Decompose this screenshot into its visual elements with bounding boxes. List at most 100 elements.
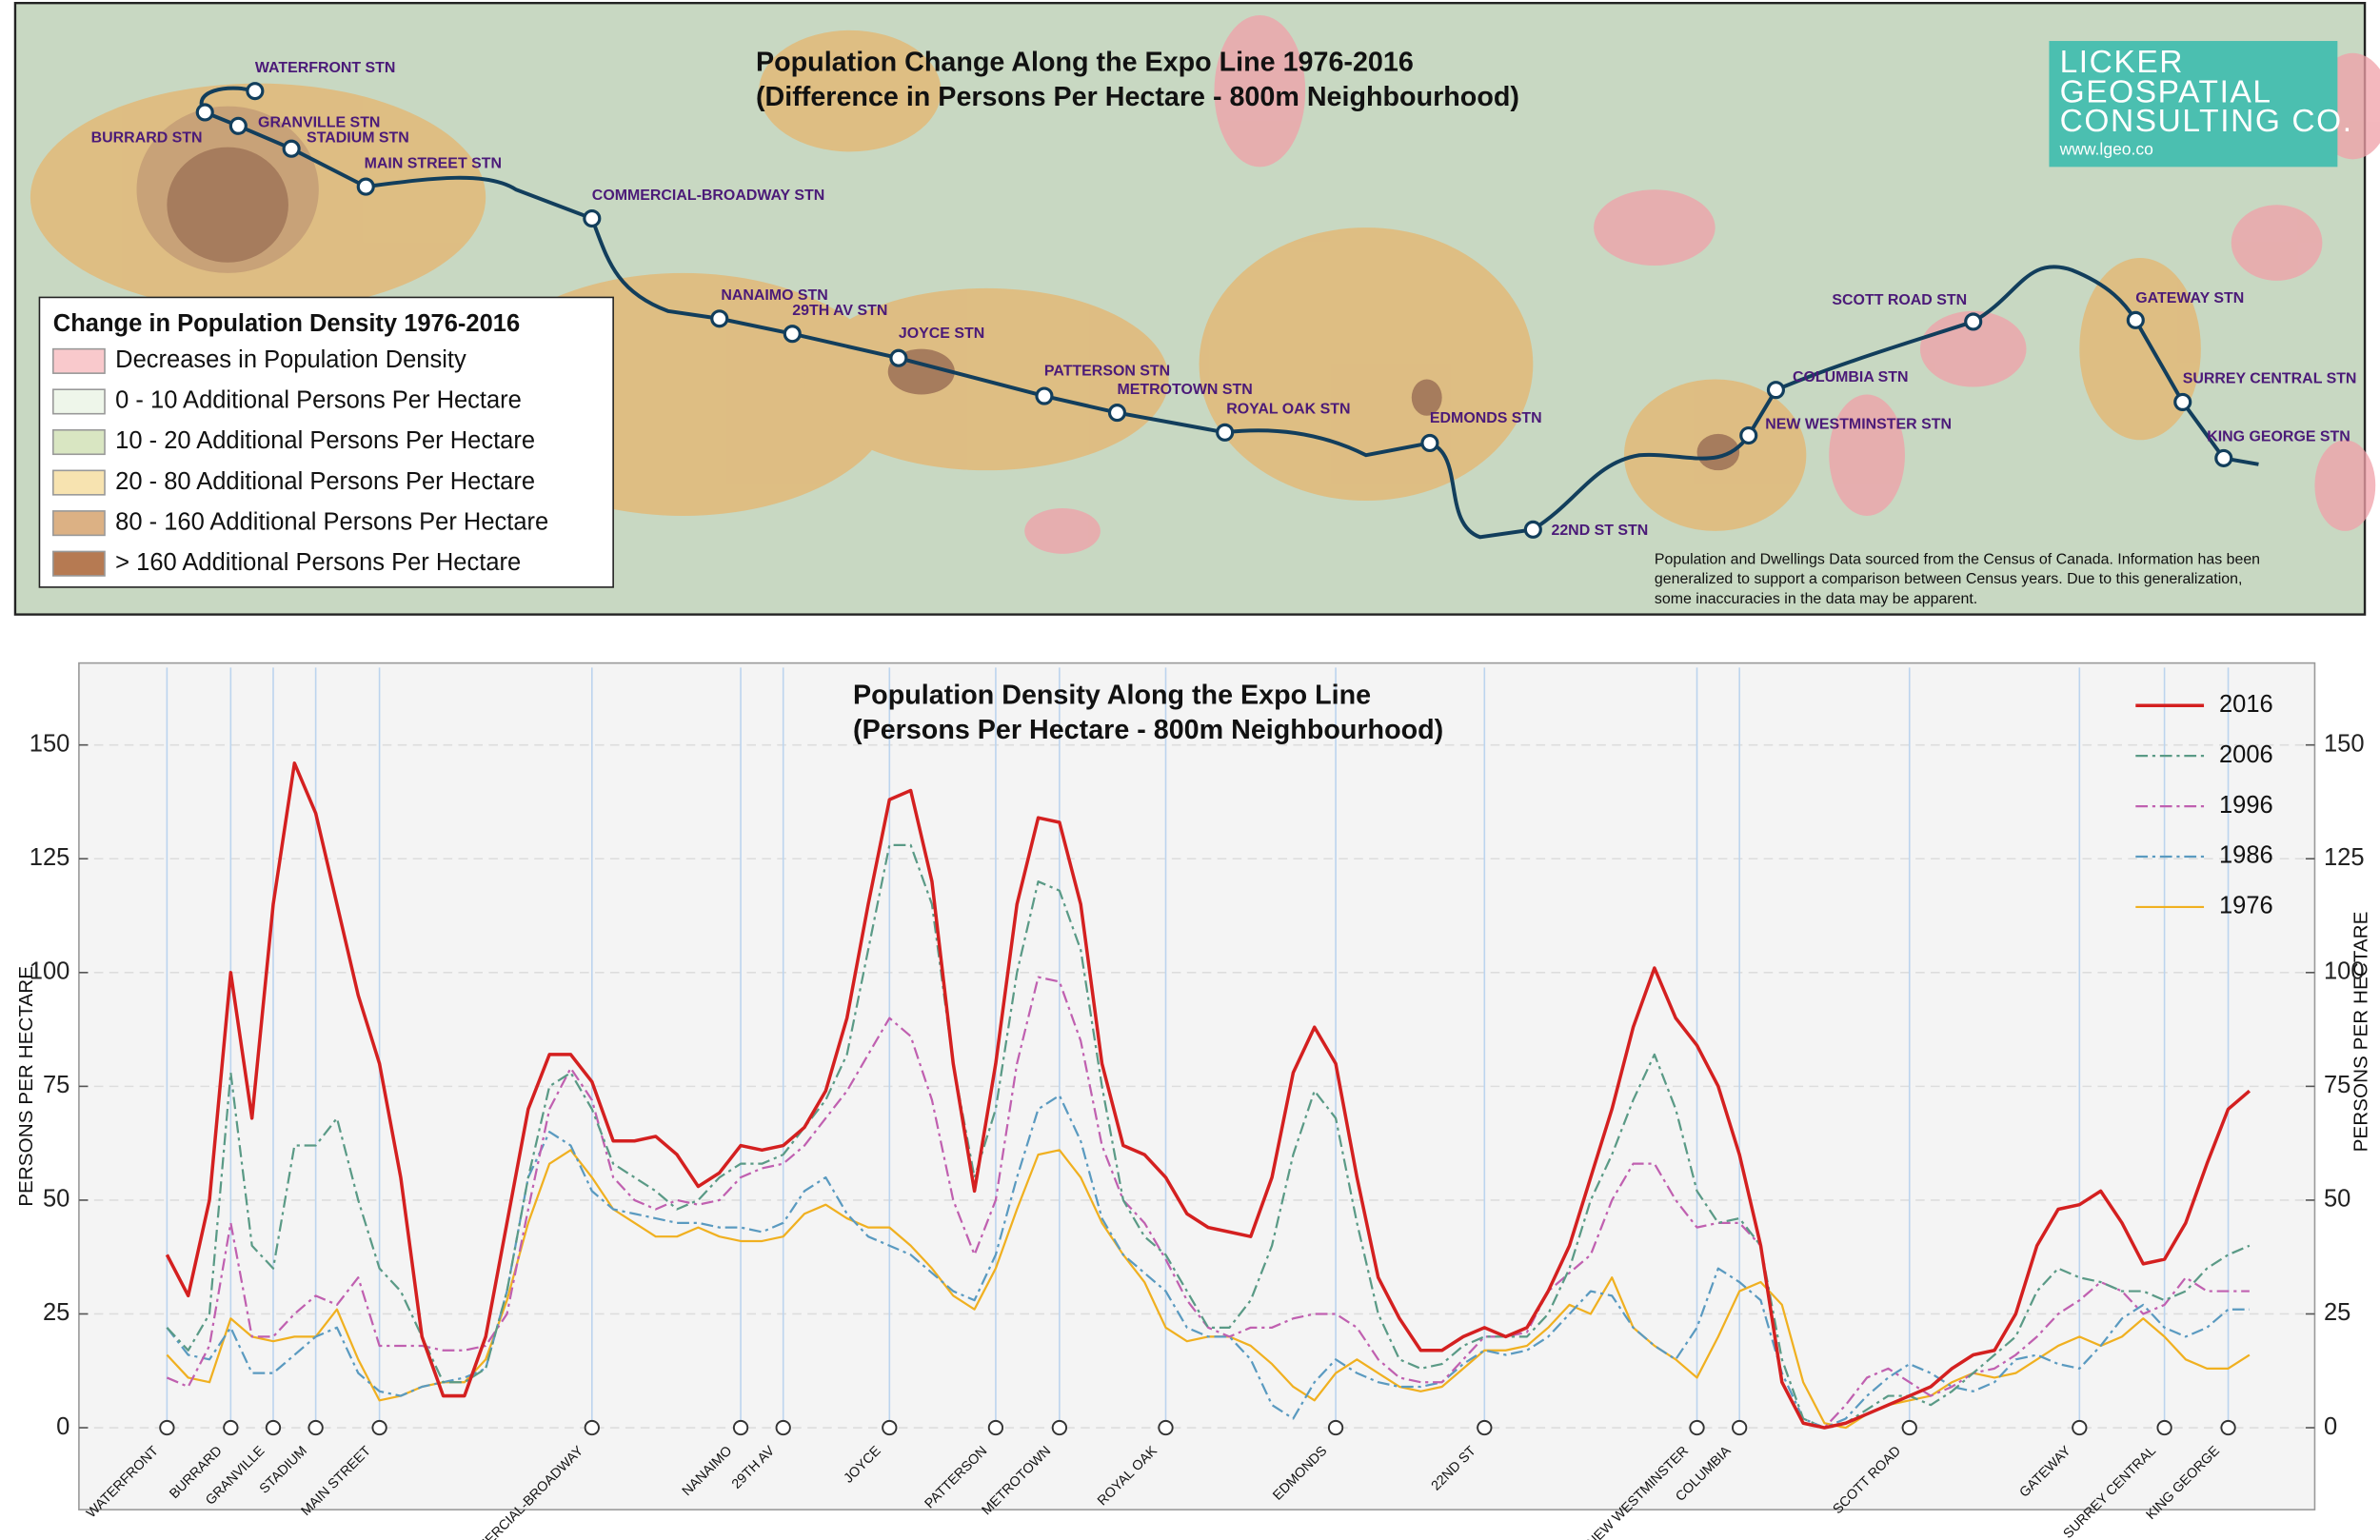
logo-box [2049, 41, 2338, 168]
station-marker [265, 1419, 282, 1436]
station-label: JOYCE STN [899, 326, 984, 342]
map-note: some inaccuracies in the data may be app… [1655, 591, 1977, 607]
station-dot [2214, 448, 2233, 467]
station-dot [583, 208, 602, 228]
chart-title: Population Density Along the Expo Line [853, 680, 1371, 710]
y-tick-label: 25 [43, 1299, 69, 1326]
station-marker [307, 1419, 324, 1436]
y2-tick-label: 125 [2324, 844, 2365, 871]
y-tick-label: 75 [43, 1072, 69, 1098]
legend-label: 2016 [2219, 691, 2273, 718]
legend-swatch [52, 347, 106, 374]
station-label: GRANVILLE STN [258, 114, 380, 130]
station-dot [246, 82, 265, 101]
station-label: COMMERCIAL-BROADWAY STN [592, 188, 824, 204]
station-dot [2126, 310, 2145, 329]
map-note: generalized to support a comparison betw… [1655, 571, 2243, 587]
y2-axis-label: PERSONS PER HECTARE [2350, 912, 2371, 1153]
station-marker [1051, 1419, 1068, 1436]
y-tick-label: 0 [56, 1413, 69, 1440]
y-tick-label: 100 [30, 958, 70, 985]
y2-tick-label: 150 [2324, 730, 2365, 757]
chart-title: (Persons Per Hectare - 800m Neighbourhoo… [853, 715, 1443, 745]
station-dot [228, 116, 248, 135]
legend-label: 80 - 160 Additional Persons Per Hectare [115, 508, 548, 535]
station-dot [1216, 423, 1235, 442]
station-marker [775, 1419, 791, 1436]
legend-label: 1996 [2219, 792, 2273, 819]
logo-text: CONSULTING CO. [2060, 104, 2353, 139]
series-line [165, 761, 2251, 1430]
station-label: PATTERSON STN [1044, 364, 1170, 380]
station-dot [282, 139, 301, 158]
station-label: STADIUM STN [307, 129, 409, 146]
legend-swatch [52, 428, 106, 456]
station-dot [710, 309, 729, 328]
station-label: NEW WESTMINSTER STN [1765, 417, 1952, 433]
y-tick-label: 50 [43, 1186, 69, 1213]
map-title: (Difference in Persons Per Hectare - 800… [756, 82, 1519, 112]
station-label: WATERFRONT STN [255, 60, 396, 76]
transit-line [199, 86, 2259, 540]
y2-tick-label: 50 [2324, 1186, 2350, 1213]
station-label: 29TH AV STN [792, 303, 887, 319]
legend-label: > 160 Additional Persons Per Hectare [115, 549, 521, 576]
y-axis-label: PERSONS PER HECTARE [15, 966, 37, 1207]
station-label: NANAIMO STN [721, 287, 827, 304]
legend-swatch [52, 510, 106, 537]
station-dot [1107, 404, 1127, 423]
station-label: ROYAL OAK STN [1226, 402, 1350, 418]
legend-swatch [52, 550, 106, 577]
series-line [166, 976, 2250, 1430]
legend-label: 10 - 20 Additional Persons Per Hectare [115, 427, 535, 454]
station-marker [584, 1419, 600, 1436]
legend-label: 1976 [2219, 893, 2273, 919]
station-dot [889, 348, 908, 367]
station-marker [223, 1419, 239, 1436]
map-legend-box [38, 296, 614, 588]
station-dot [1523, 520, 1542, 539]
station-label: MAIN STREET STN [365, 155, 502, 171]
station-marker [1689, 1419, 1705, 1436]
station-marker [1732, 1419, 1748, 1436]
station-marker [732, 1419, 749, 1436]
legend-label: 2006 [2219, 741, 2273, 768]
legend-label: 1986 [2219, 842, 2273, 869]
station-label: COLUMBIA STN [1793, 369, 1909, 385]
station-dot [1964, 312, 1983, 331]
station-marker [2220, 1419, 2236, 1436]
station-label: METROTOWN STN [1117, 382, 1252, 398]
station-marker [1901, 1419, 1917, 1436]
logo-text: www.lgeo.co [2059, 139, 2153, 158]
station-dot [1035, 386, 1054, 405]
station-marker [2156, 1419, 2172, 1436]
station-dot [2173, 392, 2192, 411]
logo-text: LICKER [2060, 45, 2184, 80]
legend-swatch [52, 388, 106, 415]
station-label: EDMONDS STN [1430, 410, 1542, 426]
station-marker [2072, 1419, 2088, 1436]
station-dot [1739, 425, 1758, 445]
y2-tick-label: 25 [2324, 1299, 2350, 1326]
station-label: KING GEORGE STN [2207, 428, 2350, 444]
logo-text: GEOSPATIAL [2060, 75, 2272, 110]
station-label: GATEWAY STN [2135, 290, 2244, 306]
station-marker [371, 1419, 387, 1436]
legend-label: 0 - 10 Additional Persons Per Hectare [115, 387, 522, 414]
map-title: Population Change Along the Expo Line 19… [756, 48, 1414, 78]
map-note: Population and Dwellings Data sourced fr… [1655, 551, 2260, 567]
station-marker [1477, 1419, 1493, 1436]
y2-tick-label: 75 [2324, 1072, 2350, 1098]
station-dot [356, 177, 375, 196]
y-tick-label: 125 [30, 844, 70, 871]
legend-label: 20 - 80 Additional Persons Per Hectare [115, 468, 535, 495]
series-line [166, 1094, 2250, 1430]
station-label: 22ND ST STN [1551, 523, 1648, 539]
y2-tick-label: 100 [2324, 958, 2365, 985]
station-marker [987, 1419, 1004, 1436]
station-label: BURRARD STN [91, 129, 203, 146]
station-dot [195, 103, 214, 122]
station-marker [1158, 1419, 1174, 1436]
y2-tick-label: 0 [2324, 1413, 2337, 1440]
map-legend-title: Change in Population Density 1976-2016 [53, 310, 520, 337]
